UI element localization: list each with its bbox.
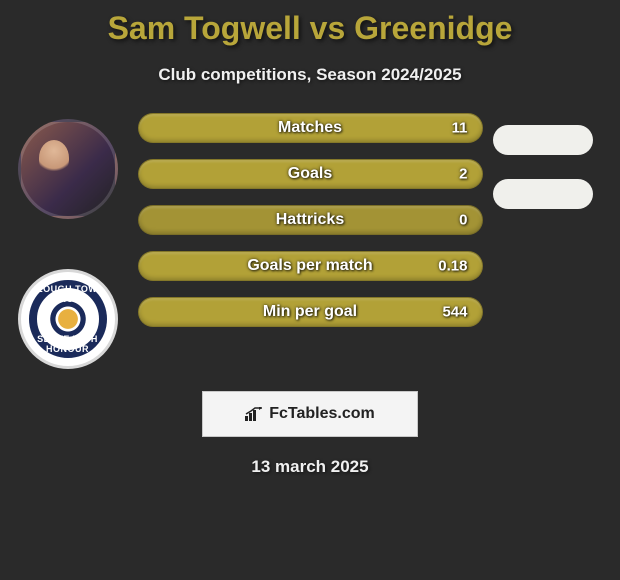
right-pill-column: [493, 113, 603, 209]
stat-label: Matches: [278, 119, 342, 137]
page-title: Sam Togwell vs Greenidge: [0, 10, 620, 47]
attribution-badge: FcTables.com: [202, 391, 418, 437]
stat-bar: Hattricks 0: [138, 205, 483, 235]
stat-bar: Goals per match 0.18: [138, 251, 483, 281]
stat-bar: Min per goal 544: [138, 297, 483, 327]
stat-label: Min per goal: [263, 303, 357, 321]
stat-label: Goals: [288, 165, 332, 183]
right-pill-2: [493, 179, 593, 209]
right-pill-1: [493, 125, 593, 155]
chart-icon: [245, 407, 263, 421]
date-label: 13 march 2025: [0, 457, 620, 477]
stat-value: 544: [442, 304, 467, 321]
stat-label: Hattricks: [276, 211, 344, 229]
attribution-text: FcTables.com: [269, 405, 375, 423]
player2-crest-avatar: SLOUGH TOWN F.C. SERVE WITH HONOUR: [18, 269, 118, 369]
crest-text-bottom: SERVE WITH HONOUR: [21, 334, 115, 354]
stat-bars: Matches 11 Goals 2 Hattricks 0 Goals per match…: [138, 113, 483, 327]
crest-text-top: SLOUGH TOWN F.C.: [21, 284, 115, 304]
comparison-area: SLOUGH TOWN F.C. SERVE WITH HONOUR Match…: [0, 113, 620, 369]
stat-label: Goals per match: [247, 257, 372, 275]
comparison-card: Sam Togwell vs Greenidge Club competitio…: [0, 0, 620, 477]
page-subtitle: Club competitions, Season 2024/2025: [0, 65, 620, 85]
stat-value: 0.18: [438, 258, 467, 275]
left-avatar-column: SLOUGH TOWN F.C. SERVE WITH HONOUR: [18, 113, 128, 369]
stat-bar: Goals 2: [138, 159, 483, 189]
stat-value: 2: [459, 166, 467, 183]
player1-avatar: [18, 119, 118, 219]
stat-value: 0: [459, 212, 467, 229]
stat-bar: Matches 11: [138, 113, 483, 143]
stat-value: 11: [452, 120, 468, 137]
